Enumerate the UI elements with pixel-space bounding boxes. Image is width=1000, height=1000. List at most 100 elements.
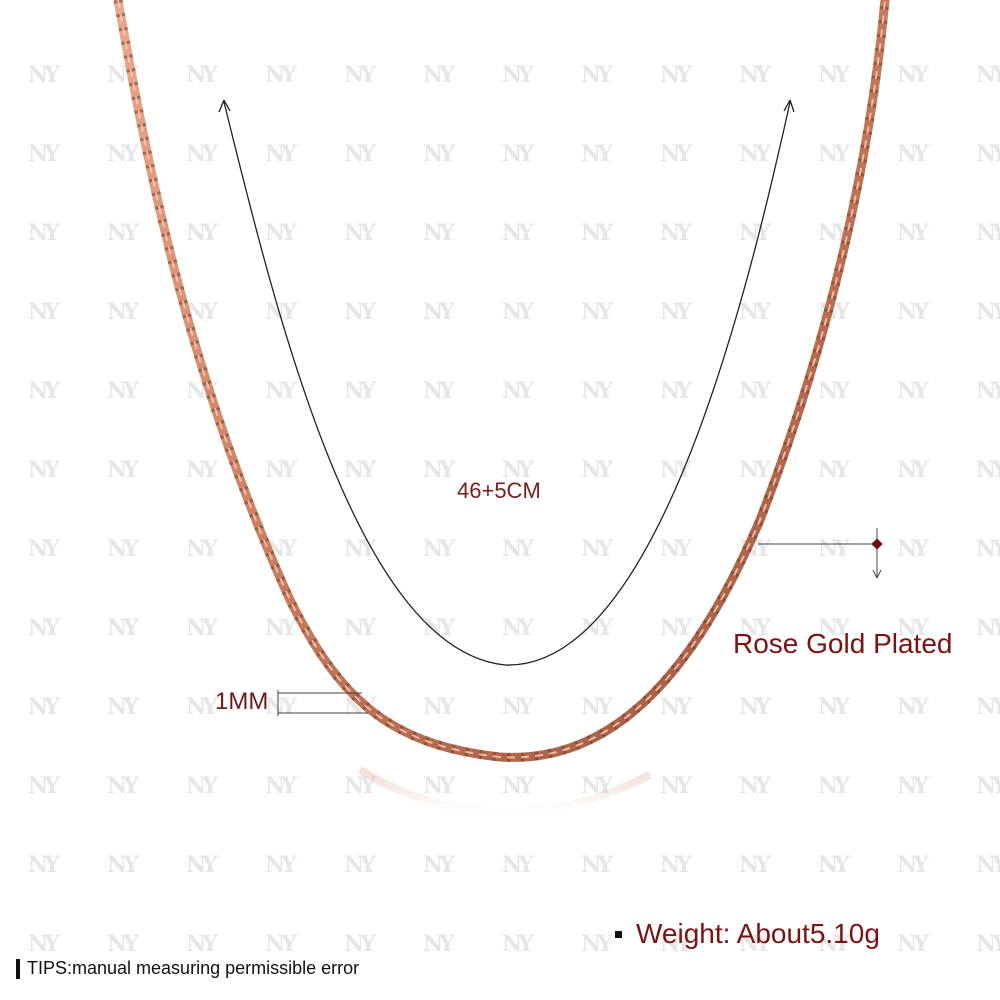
watermark-mark: NY — [897, 299, 929, 325]
watermark-mark: NY — [660, 141, 692, 167]
watermark-mark: NY — [581, 694, 613, 720]
watermark-mark: NY — [581, 931, 613, 957]
watermark-mark: NY — [28, 536, 60, 562]
watermark-mark: NY — [739, 694, 771, 720]
bullet-icon — [615, 930, 622, 938]
watermark-mark: NY — [344, 141, 376, 167]
watermark-mark: NY — [818, 852, 850, 878]
watermark-mark: NY — [423, 536, 455, 562]
watermark-mark: NY — [581, 220, 613, 246]
watermark-mark: NY — [502, 62, 534, 88]
watermark-mark: NY — [186, 220, 218, 246]
right-arrow-head — [783, 99, 795, 113]
clasp-marker — [871, 538, 883, 550]
watermark-mark: NY — [660, 299, 692, 325]
watermark-mark: NY — [344, 62, 376, 88]
watermark-mark: NY — [739, 931, 771, 957]
watermark-mark: NY — [186, 773, 218, 799]
watermark-mark: NY — [502, 457, 534, 483]
watermark-mark: NY — [423, 220, 455, 246]
watermark-mark: NY — [897, 773, 929, 799]
watermark-mark: NY — [976, 852, 1000, 878]
watermark-mark: NY — [818, 141, 850, 167]
watermark-mark: NY — [344, 852, 376, 878]
watermark-mark: NY — [423, 299, 455, 325]
watermark-mark: NY — [186, 931, 218, 957]
watermark-mark: NY — [897, 457, 929, 483]
watermark-mark: NY — [502, 852, 534, 878]
watermark-mark: NY — [344, 378, 376, 404]
width-label: 1MM — [215, 688, 269, 715]
watermark-mark: NY — [660, 378, 692, 404]
watermark-mark: NY — [423, 62, 455, 88]
watermark-mark: NY — [818, 615, 850, 641]
watermark-mark: NY — [186, 62, 218, 88]
watermark-mark: NY — [739, 378, 771, 404]
watermark-mark: NY — [660, 773, 692, 799]
watermark-mark: NY — [581, 457, 613, 483]
watermark-mark: NY — [423, 773, 455, 799]
watermark-mark: NY — [186, 536, 218, 562]
watermark-mark: NY — [818, 694, 850, 720]
watermark-mark: NY — [107, 299, 139, 325]
length-dimension-curve — [223, 101, 791, 666]
watermark-mark: NY — [897, 62, 929, 88]
watermark-mark: NY — [28, 299, 60, 325]
watermark-mark: NY — [660, 615, 692, 641]
watermark-mark: NY — [107, 694, 139, 720]
watermark-mark: NY — [423, 615, 455, 641]
watermark-mark: NY — [28, 931, 60, 957]
watermark-mark: NY — [897, 536, 929, 562]
watermark-mark: NY — [502, 694, 534, 720]
watermark-mark: NY — [107, 931, 139, 957]
watermark-mark: NY — [976, 931, 1000, 957]
watermark-mark: NY — [818, 536, 850, 562]
watermark-mark: NY — [28, 378, 60, 404]
watermark-mark: NY — [344, 536, 376, 562]
watermark-mark: NY — [976, 615, 1000, 641]
left-arrow-head — [218, 99, 231, 113]
watermark-mark: NY — [28, 852, 60, 878]
watermark-mark: NY — [344, 299, 376, 325]
watermark-mark: NY — [28, 220, 60, 246]
watermark-mark: NY — [897, 852, 929, 878]
watermark-mark: NY — [818, 931, 850, 957]
watermark-mark: NY — [660, 220, 692, 246]
watermark-mark: NY — [344, 457, 376, 483]
watermark-mark: NY — [897, 931, 929, 957]
watermark-mark: NY — [265, 141, 297, 167]
watermark-mark: NY — [660, 536, 692, 562]
watermark-mark: NY — [423, 852, 455, 878]
watermark-mark: NY — [423, 694, 455, 720]
watermark-mark: NY — [976, 62, 1000, 88]
watermark-mark: NY — [897, 220, 929, 246]
watermark-mark: NY — [186, 141, 218, 167]
watermark-mark: NY — [581, 141, 613, 167]
watermark-mark: NY — [818, 378, 850, 404]
watermark-mark: NY — [265, 299, 297, 325]
watermark-mark: NY — [265, 931, 297, 957]
watermark-mark: NY — [423, 378, 455, 404]
watermark-mark: NY — [265, 615, 297, 641]
watermark-mark: NY — [186, 615, 218, 641]
watermark-mark: NY — [739, 773, 771, 799]
watermark-mark: NY — [502, 931, 534, 957]
watermark-mark: NY — [344, 220, 376, 246]
watermark-mark: NY — [581, 299, 613, 325]
watermark-mark: NY — [28, 694, 60, 720]
watermark-mark: NY — [897, 694, 929, 720]
watermark-mark: NY — [976, 694, 1000, 720]
watermark-mark: NY — [976, 220, 1000, 246]
watermark-mark: NY — [107, 457, 139, 483]
watermark-mark: NY — [28, 615, 60, 641]
watermark-mark: NY — [344, 615, 376, 641]
watermark-mark: NY — [739, 615, 771, 641]
watermark-mark: NY — [186, 457, 218, 483]
watermark-mark: NY — [28, 141, 60, 167]
watermark-mark: NY — [897, 141, 929, 167]
weight-info: Weight: About5.10g — [615, 918, 880, 950]
watermark-mark: NY — [107, 773, 139, 799]
